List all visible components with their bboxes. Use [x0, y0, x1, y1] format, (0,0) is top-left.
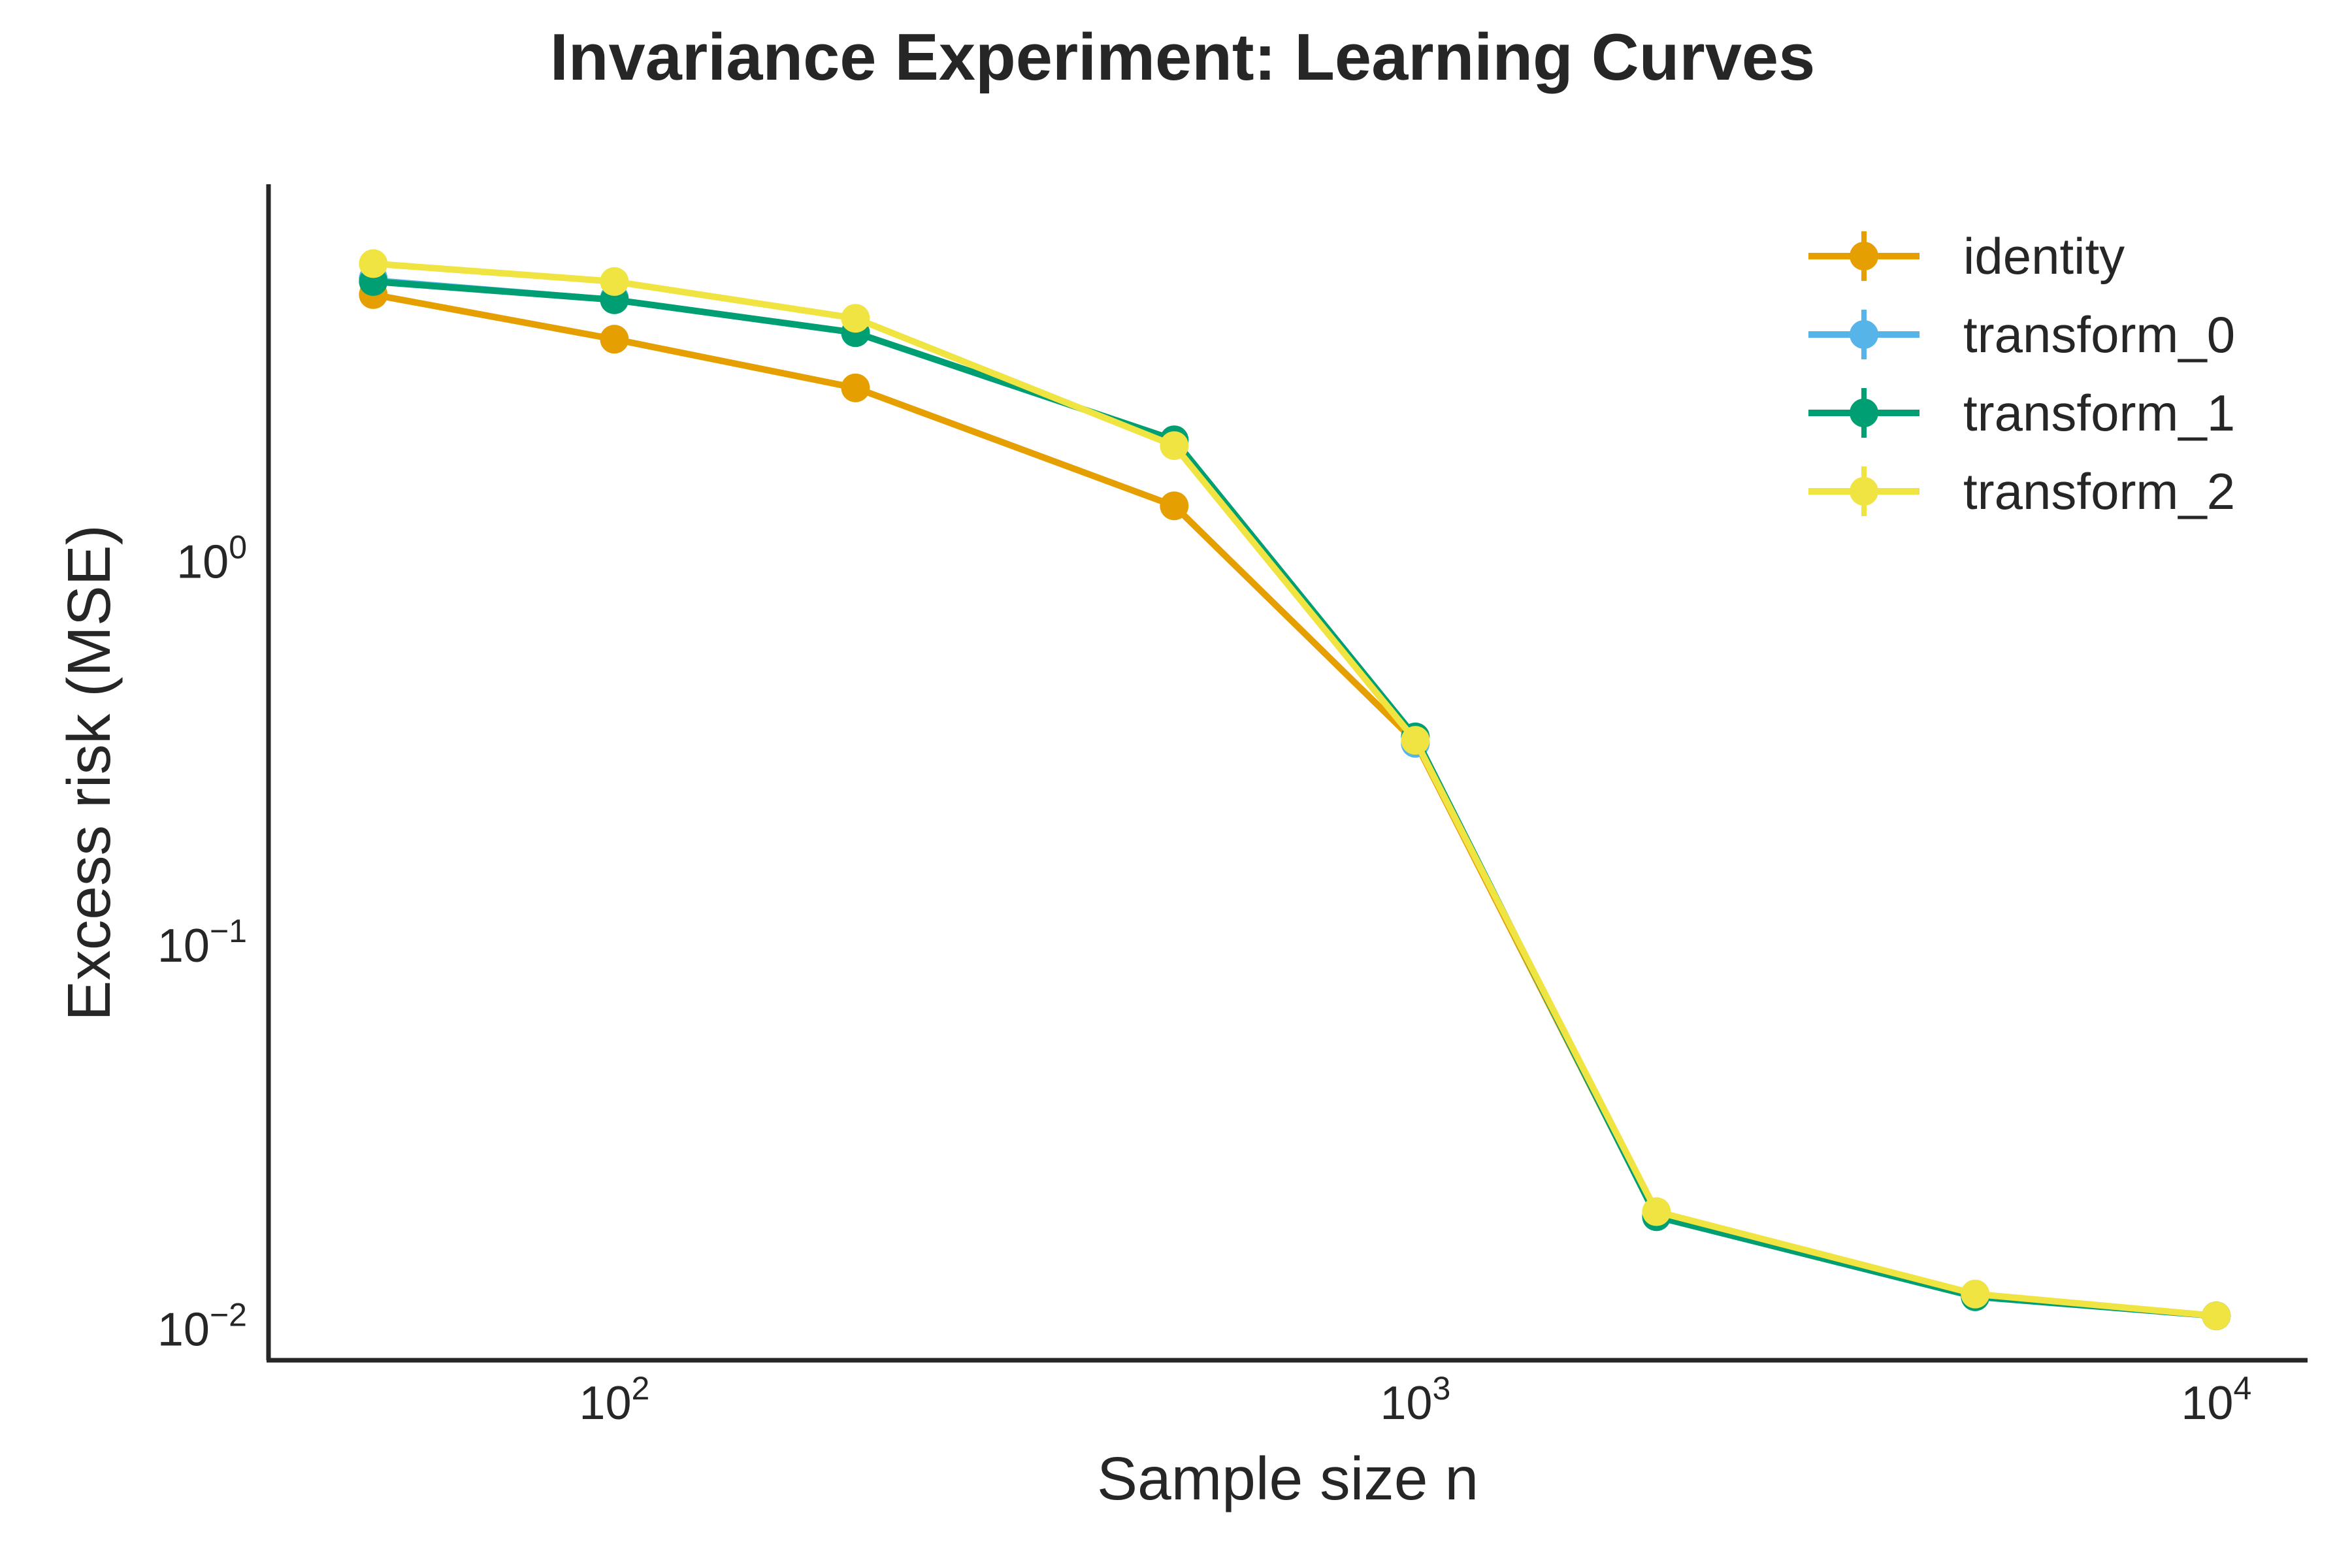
legend-item-transform_2: transform_2: [1808, 463, 2235, 520]
series-line-transform_1: [370, 278, 2220, 1320]
data-point-identity-1: [600, 325, 629, 354]
series-transform_2: [359, 249, 2231, 1331]
x-tick-label-2: 104: [2181, 1370, 2251, 1429]
y-tick-label-1: 10−1: [157, 913, 247, 972]
data-point-identity-2: [841, 373, 870, 402]
series-line-identity: [370, 291, 2220, 1320]
legend-item-identity: identity: [1808, 227, 2125, 285]
legend-label-transform_0: transform_0: [1963, 306, 2235, 363]
legend-label-transform_2: transform_2: [1963, 463, 2235, 520]
chart-title: Invariance Experiment: Learning Curves: [550, 21, 1816, 94]
legend-marker-transform_0: [1850, 320, 1878, 349]
series-transform_1: [359, 267, 2231, 1331]
legend-item-transform_0: transform_0: [1808, 306, 2235, 363]
data-point-transform_2-0: [359, 249, 388, 278]
legend-label-transform_1: transform_1: [1963, 384, 2235, 442]
data-point-transform_2-1: [600, 267, 629, 296]
plot-area: [359, 249, 2231, 1331]
legend: identity transform_0 transform_1 transform_…: [1808, 227, 2235, 520]
x-axis-label: Sample size n: [1097, 1445, 1478, 1512]
legend-marker-identity: [1850, 242, 1878, 270]
legend-item-transform_1: transform_1: [1808, 384, 2235, 442]
data-point-transform_2-5: [1642, 1197, 1671, 1226]
legend-label-identity: identity: [1963, 227, 2125, 285]
data-point-transform_2-2: [841, 304, 870, 333]
y-tick-label-2: 10−2: [157, 1296, 247, 1356]
series-transform_0: [359, 264, 2231, 1331]
data-point-transform_2-3: [1160, 431, 1189, 461]
y-tick-label-0: 100: [176, 529, 247, 588]
data-point-transform_2-7: [2202, 1301, 2231, 1331]
data-point-identity-3: [1160, 491, 1189, 521]
legend-marker-transform_2: [1850, 477, 1878, 506]
series-line-transform_2: [370, 260, 2220, 1320]
data-point-transform_2-4: [1401, 726, 1430, 755]
legend-marker-transform_1: [1850, 399, 1878, 427]
series-identity: [359, 280, 2231, 1331]
y-axis-ticks: 100 10−1 10−2: [157, 529, 247, 1356]
x-axis-ticks: 102 103 104: [579, 1370, 2251, 1429]
x-tick-label-1: 103: [1380, 1370, 1450, 1429]
series-line-transform_0: [372, 277, 2218, 1318]
y-axis-label: Excess risk (MSE): [55, 525, 123, 1021]
data-point-transform_2-6: [1961, 1279, 1990, 1309]
x-tick-label-0: 102: [579, 1370, 649, 1429]
